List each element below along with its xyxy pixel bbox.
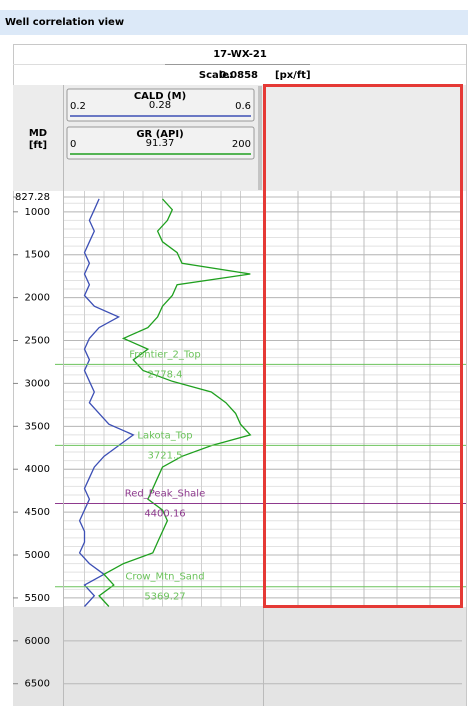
empty-area xyxy=(13,607,466,706)
depth-tick-label: 827.28 xyxy=(15,192,50,203)
scale-max: 0.6 xyxy=(235,101,251,112)
top-depth: 4400.16 xyxy=(144,509,185,520)
axis-unit: [ft] xyxy=(29,140,47,151)
top-depth: 5369.27 xyxy=(144,592,185,603)
track-header xyxy=(66,88,255,122)
scale-label: Scale: xyxy=(199,70,233,81)
top-depth: 3721.5 xyxy=(148,450,183,461)
depth-tick-label: 3500 xyxy=(25,421,50,432)
depth-tick-label: 3000 xyxy=(25,378,50,389)
top-name: Frontier_2_Top xyxy=(129,349,201,360)
depth-tick-label: 6500 xyxy=(25,679,50,690)
depth-tick-label: 2500 xyxy=(25,336,50,347)
depth-tick-label: 4500 xyxy=(25,507,50,518)
depth-tick-label: 1000 xyxy=(25,207,50,218)
scale-min: 0.2 xyxy=(70,101,86,112)
depth-tick-label: 5000 xyxy=(25,550,50,561)
scale-max: 200 xyxy=(232,139,251,150)
top-name: Crow_Mtn_Sand xyxy=(125,572,204,583)
depth-tick-label: 2000 xyxy=(25,293,50,304)
cald-curve xyxy=(78,198,135,607)
depth-tick-label: 1500 xyxy=(25,250,50,261)
scale-value: 0.0858 xyxy=(219,70,258,81)
curve-name: CALD (M) xyxy=(134,91,186,102)
track-header xyxy=(66,126,255,160)
scale-unit: [px/ft] xyxy=(275,70,311,81)
gr-curve xyxy=(98,198,252,607)
selected-track[interactable] xyxy=(263,84,463,608)
title-bar xyxy=(0,10,468,35)
curve-name: GR (API) xyxy=(136,129,183,140)
window-title: Well correlation view xyxy=(5,17,124,28)
well-name: 17-WX-21 xyxy=(213,49,267,60)
axis-label: MD xyxy=(29,128,47,139)
scale-min: 0 xyxy=(70,139,76,150)
depth-tick-label: 5500 xyxy=(25,593,50,604)
top-depth: 2778.4 xyxy=(148,369,183,380)
scale-mid: 0.28 xyxy=(149,100,171,111)
top-name: Red_Peak_Shale xyxy=(125,489,206,500)
depth-tick-label: 4000 xyxy=(25,464,50,475)
top-name: Lakota_Top xyxy=(137,430,192,441)
depth-tick-label: 6000 xyxy=(25,636,50,647)
scale-mid: 91.37 xyxy=(146,138,175,149)
scrollbar[interactable] xyxy=(258,86,262,190)
